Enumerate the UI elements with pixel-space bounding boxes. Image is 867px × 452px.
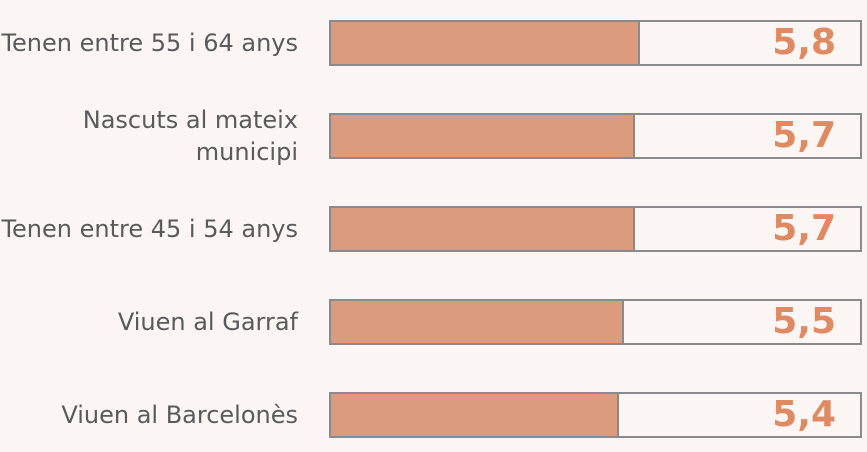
- bar: [331, 115, 635, 157]
- bar-track: 5,8: [329, 20, 862, 66]
- bar-track: 5,4: [329, 392, 862, 438]
- bar-track: 5,5: [329, 299, 862, 345]
- value-label: 5,4: [772, 394, 836, 435]
- value-label: 5,7: [772, 115, 836, 156]
- category-label: Nascuts al mateix municipi: [82, 106, 298, 166]
- value-label: 5,8: [772, 22, 836, 63]
- bar: [331, 22, 640, 64]
- bar: [331, 394, 619, 436]
- category-label: Tenen entre 55 i 64 anys: [1, 29, 298, 57]
- bar: [331, 301, 624, 343]
- value-label: 5,5: [772, 301, 836, 342]
- value-label: 5,7: [772, 208, 836, 249]
- category-label: Viuen al Barcelonès: [61, 401, 298, 429]
- category-label: Viuen al Garraf: [117, 308, 298, 336]
- bar-track: 5,7: [329, 206, 862, 252]
- chart: (() => { const data = JSON.parse(documen…: [1, 20, 862, 438]
- category-label: Tenen entre 45 i 54 anys: [1, 215, 298, 243]
- bar-track: 5,7: [329, 113, 862, 159]
- bar: [331, 208, 635, 250]
